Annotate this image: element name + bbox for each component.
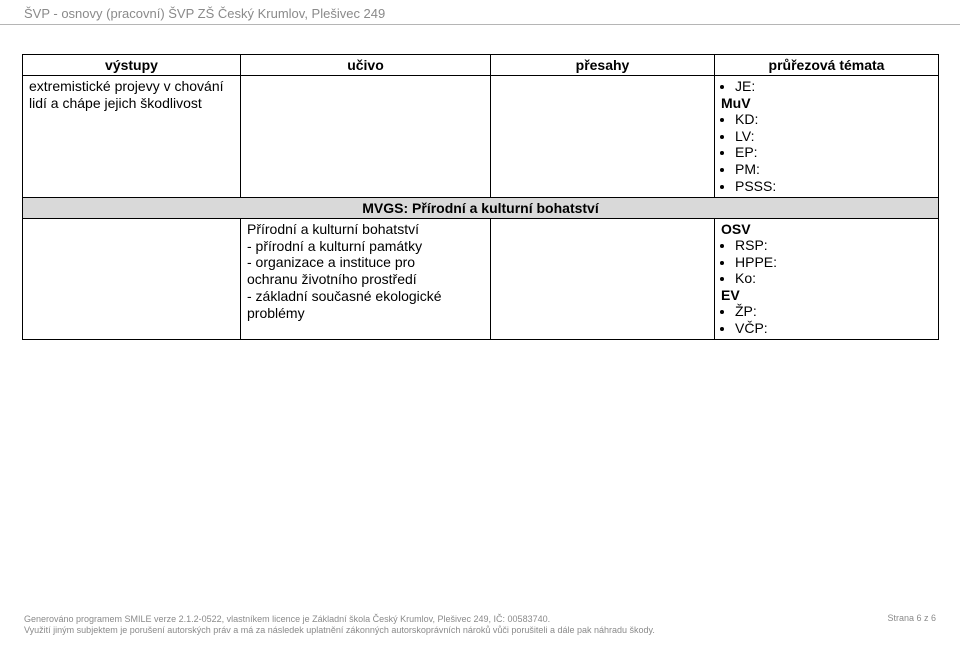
bullet-item: PSSS:: [735, 178, 932, 195]
page-header: ŠVP - osnovy (pracovní) ŠVP ZŠ Český Kru…: [24, 6, 385, 21]
cell-ucivo: [241, 76, 491, 198]
text-line: Přírodní a kulturní bohatství: [247, 221, 484, 238]
cell-vystupy: extremistické projevy v chování lidí a c…: [23, 76, 241, 198]
bullet-item: Ko:: [735, 270, 932, 287]
subheader-cell: MVGS: Přírodní a kulturní bohatství: [23, 197, 939, 218]
table-header-row: výstupy učivo přesahy průřezová témata: [23, 55, 939, 76]
table-row: Přírodní a kulturní bohatství - přírodní…: [23, 218, 939, 339]
bullet-item: KD:: [735, 111, 932, 128]
bullet-item: EP:: [735, 144, 932, 161]
page-number: Strana 6 z 6: [887, 613, 936, 624]
cell-prurezova: JE: MuV KD: LV: EP: PM: PSSS:: [715, 76, 939, 198]
col-header-presahy: přesahy: [491, 55, 715, 76]
bullet-item: VČP:: [735, 320, 932, 337]
cell-presahy: [491, 76, 715, 198]
bullet-item: PM:: [735, 161, 932, 178]
table-row: extremistické projevy v chování lidí a c…: [23, 76, 939, 198]
col-header-prurezova: průřezová témata: [715, 55, 939, 76]
topic-bold: MuV: [721, 95, 932, 111]
footer-line: Využití jiným subjektem je porušení auto…: [24, 625, 936, 636]
bullet-item: LV:: [735, 128, 932, 145]
topic-bold: EV: [721, 287, 932, 303]
text-line: - přírodní a kulturní památky: [247, 238, 484, 255]
bullet-item: RSP:: [735, 237, 932, 254]
text-line: problémy: [247, 305, 484, 322]
text-line: - organizace a instituce pro: [247, 254, 484, 271]
bullet-item: ŽP:: [735, 303, 932, 320]
header-rule: [0, 24, 960, 25]
cell-prurezova: OSV RSP: HPPE: Ko: EV ŽP: VČP:: [715, 218, 939, 339]
topic-bold: OSV: [721, 221, 932, 237]
page-footer: Generováno programem SMILE verze 2.1.2-0…: [24, 614, 936, 637]
col-header-ucivo: učivo: [241, 55, 491, 76]
table-subheader-row: MVGS: Přírodní a kulturní bohatství: [23, 197, 939, 218]
text-line: - základní současné ekologické: [247, 288, 484, 305]
text-line: ochranu životního prostředí: [247, 271, 484, 288]
text-line: lidí a chápe jejich škodlivost: [29, 95, 234, 112]
footer-line: Generováno programem SMILE verze 2.1.2-0…: [24, 614, 936, 625]
col-header-vystupy: výstupy: [23, 55, 241, 76]
curriculum-table: výstupy učivo přesahy průřezová témata e…: [22, 54, 939, 340]
bullet-item: JE:: [735, 78, 932, 95]
cell-presahy: [491, 218, 715, 339]
cell-ucivo: Přírodní a kulturní bohatství - přírodní…: [241, 218, 491, 339]
bullet-item: HPPE:: [735, 254, 932, 271]
text-line: extremistické projevy v chování: [29, 78, 234, 95]
cell-vystupy: [23, 218, 241, 339]
